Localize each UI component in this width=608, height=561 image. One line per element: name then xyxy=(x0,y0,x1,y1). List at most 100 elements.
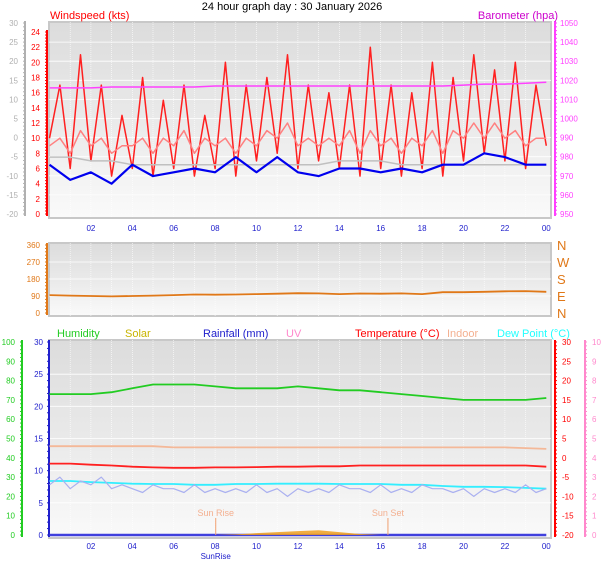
uv-axis-label: 1 xyxy=(592,512,597,521)
x-tick-label: 02 xyxy=(86,542,95,551)
outer-temp-axis-label: 0 xyxy=(14,134,19,143)
x-tick-label: 12 xyxy=(293,542,302,551)
wind-axis-label: 6 xyxy=(36,165,41,174)
temperature-axis-label: 15 xyxy=(562,396,571,405)
uv-axis-label: 8 xyxy=(592,377,597,386)
baro-axis-label: 960 xyxy=(560,191,574,200)
x-tick-label: 06 xyxy=(169,224,178,233)
legend-solar: Solar xyxy=(125,328,151,340)
uv-axis-label: 4 xyxy=(592,454,597,463)
outer-temp-axis-label: 10 xyxy=(9,95,18,104)
outer-temp-axis-label: 25 xyxy=(9,38,18,47)
page-title: 24 hour graph day : 30 January 2026 xyxy=(202,1,382,13)
outer-temp-axis-label: -20 xyxy=(6,210,18,219)
indoor-line xyxy=(49,445,547,450)
rain-axis-label: 15 xyxy=(34,435,43,444)
x-tick-label: 04 xyxy=(128,224,137,233)
annotation-sun-rise: Sun Rise xyxy=(197,508,234,518)
outer-temp-axis-label: 15 xyxy=(9,76,18,85)
compass-label: E xyxy=(557,289,566,304)
x-tick-label: 14 xyxy=(335,224,344,233)
x-tick-label: 20 xyxy=(459,542,468,551)
humidity-axis-label: 20 xyxy=(6,492,15,501)
legend-temperature: Temperature (°C) xyxy=(355,328,439,340)
compass-label: N xyxy=(557,238,566,253)
uv-axis-label: 7 xyxy=(592,396,597,405)
uv-axis-label: 6 xyxy=(592,415,597,424)
temperature-axis-label: -20 xyxy=(562,531,574,540)
rain-axis-label: 10 xyxy=(34,467,43,476)
rain-axis-label: 5 xyxy=(39,499,44,508)
temperature-axis-label: 30 xyxy=(562,338,571,347)
direction-axis-label: 270 xyxy=(27,258,41,267)
compass-label: N xyxy=(557,306,566,321)
outer-temp-axis-label: 30 xyxy=(9,19,18,28)
humidity-axis-label: 60 xyxy=(6,415,15,424)
legend-dew: Dew Point (°C) xyxy=(497,328,570,340)
wind-plot-area xyxy=(48,21,552,219)
temperature-axis-label: -10 xyxy=(562,492,574,501)
x-tick-label: 16 xyxy=(376,224,385,233)
compass-label: W xyxy=(557,255,570,270)
baro-axis-label: 1040 xyxy=(560,38,578,47)
temperature-axis-label: 25 xyxy=(562,357,571,366)
compass-label: S xyxy=(557,272,566,287)
x-tick-label: 00 xyxy=(542,224,551,233)
temperature-axis-label: 20 xyxy=(562,377,571,386)
wind-axis-label: 14 xyxy=(31,104,40,113)
outer-temp-axis-label: -10 xyxy=(6,172,18,181)
humidity-axis-label: 80 xyxy=(6,377,15,386)
humidity-axis-label: 40 xyxy=(6,454,15,463)
other-line xyxy=(49,476,547,497)
x-tick-label: 04 xyxy=(128,542,137,551)
direction-axis-label: 360 xyxy=(27,241,41,250)
baro-axis-label: 980 xyxy=(560,153,574,162)
wind-axis-label: 12 xyxy=(31,119,40,128)
baro-axis-label: 1030 xyxy=(560,57,578,66)
wind-average-line xyxy=(49,122,547,155)
solar-area xyxy=(49,530,547,535)
wind-direction-line xyxy=(49,290,547,298)
x-tick-label: 08 xyxy=(211,542,220,551)
legend-uv: UV xyxy=(286,328,302,340)
baro-axis-label: 1050 xyxy=(560,19,578,28)
wind-direction-plot-area xyxy=(48,242,552,317)
wind-gust-line xyxy=(48,46,548,177)
temperature-axis-label: 5 xyxy=(562,435,567,444)
baro-axis-label: 970 xyxy=(560,172,574,181)
outer-temp-axis-label: -15 xyxy=(6,191,18,200)
baro-axis-label: 990 xyxy=(560,134,574,143)
wind-axis-label: 10 xyxy=(31,134,40,143)
x-tick-label: 14 xyxy=(335,542,344,551)
x-tick-label: 20 xyxy=(459,224,468,233)
temperature-axis-label: 0 xyxy=(562,454,567,463)
uv-axis-label: 2 xyxy=(592,492,597,501)
x-tick-label: 12 xyxy=(293,224,302,233)
wind-axis-label: 0 xyxy=(36,210,41,219)
outer-temp-axis-label: -5 xyxy=(11,153,19,162)
rain-axis-label: 25 xyxy=(34,370,43,379)
wind-axis-label: 22 xyxy=(31,43,40,52)
wind-axis-label: 2 xyxy=(36,195,41,204)
wind-axis-label: 16 xyxy=(31,89,40,98)
direction-axis-label: 0 xyxy=(36,309,41,318)
humidity-line xyxy=(49,383,547,401)
x-tick-label: 10 xyxy=(252,542,261,551)
x-tick-label: 22 xyxy=(500,542,509,551)
barometer-line xyxy=(49,81,547,89)
x-tick-sunrise-label: SunRise xyxy=(201,552,232,561)
humidity-axis-label: 10 xyxy=(6,512,15,521)
dew-point-line xyxy=(49,480,547,490)
humidity-axis-label: 30 xyxy=(6,473,15,482)
direction-axis-label: 90 xyxy=(31,292,40,301)
baro-axis-label: 950 xyxy=(560,210,574,219)
baro-axis-label: 1000 xyxy=(560,115,578,124)
humidity-axis-label: 50 xyxy=(6,435,15,444)
temperature-axis-label: -15 xyxy=(562,512,574,521)
x-tick-label: 16 xyxy=(376,542,385,551)
uv-axis-label: 10 xyxy=(592,338,601,347)
baro-axis-title: Barometer (hpa) xyxy=(478,10,558,22)
legend-rainfall: Rainfall (mm) xyxy=(203,328,268,340)
legend-indoor: Indoor xyxy=(447,328,479,340)
